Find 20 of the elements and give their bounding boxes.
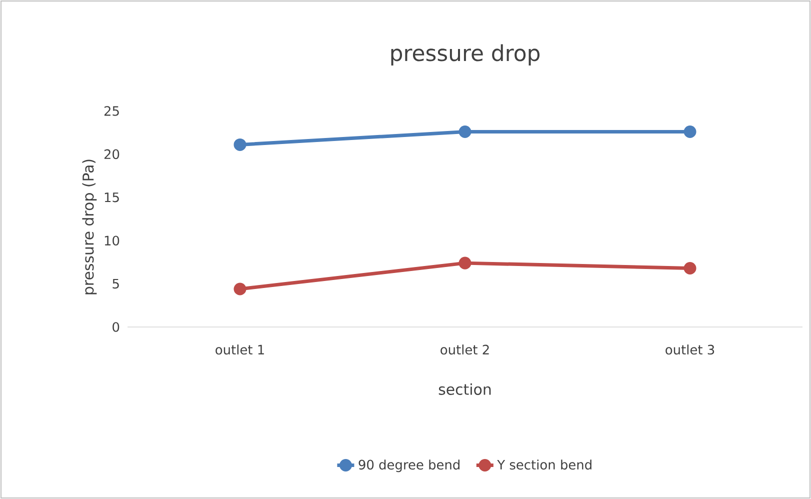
point: [458, 256, 472, 270]
y-tick-label: 25: [104, 106, 119, 116]
y-axis-title: pressure drop (Pa): [82, 160, 97, 294]
x-tick-label: outlet 2: [440, 344, 489, 355]
x-axis-title: section: [438, 383, 491, 395]
y-tick-label: 15: [104, 192, 119, 202]
x-tick-label: outlet 3: [666, 344, 714, 355]
point: [684, 262, 696, 274]
y-tick-label: 5: [112, 278, 119, 289]
y-tick-label: 10: [104, 236, 120, 246]
point: [458, 125, 472, 138]
y-tick-label: 20: [104, 149, 120, 160]
point: [234, 282, 246, 296]
y-tick-label: 0: [112, 322, 120, 332]
legend-label: 90 degree bend: [358, 460, 460, 472]
legend-label: Y section bend: [497, 460, 592, 470]
point: [234, 138, 246, 151]
point: [684, 125, 696, 138]
chart-title: pressure drop: [391, 44, 540, 66]
x-tick-label: outlet 1: [216, 344, 264, 355]
